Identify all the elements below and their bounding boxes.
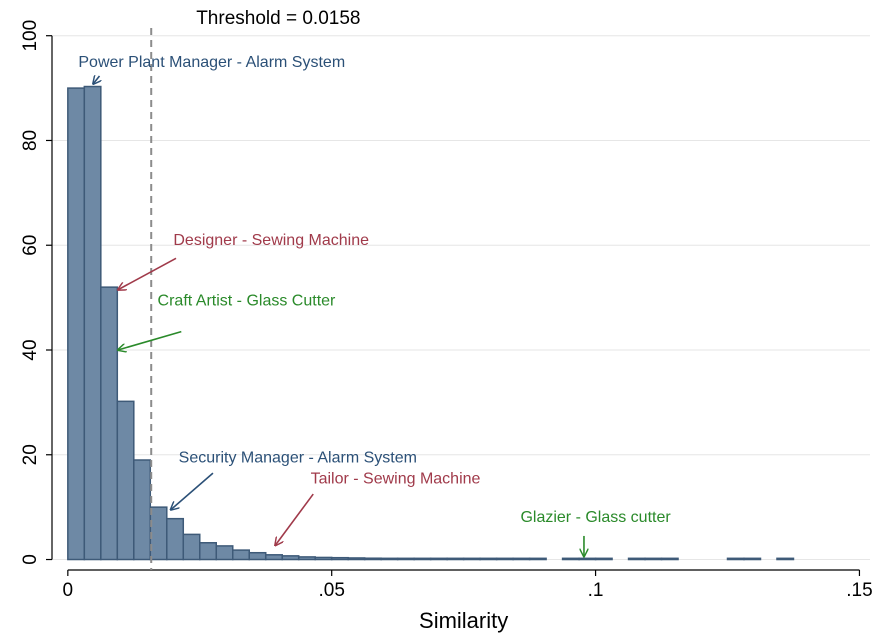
histogram-bar — [100, 286, 119, 561]
histogram-bar — [314, 556, 333, 561]
histogram-bar — [578, 557, 597, 561]
histogram-bar — [413, 557, 432, 561]
histogram-bar — [347, 557, 366, 561]
histogram-bar — [776, 557, 795, 561]
x-tick-label: .15 — [846, 580, 872, 601]
histogram-bar — [561, 557, 580, 561]
histogram-bar — [363, 557, 382, 561]
annotation-arrow — [275, 493, 314, 545]
annotation-label: Power Plant Manager - Alarm System — [78, 54, 345, 71]
histogram-bar — [528, 557, 547, 561]
y-tick-label: 60 — [20, 235, 41, 256]
annotation-label: Glazier - Glass cutter — [520, 509, 671, 526]
axes — [51, 35, 860, 571]
histogram-bar — [83, 85, 102, 561]
histogram-bar — [743, 557, 762, 561]
histogram-bar — [627, 557, 646, 561]
histogram-bar — [462, 557, 481, 561]
histogram-bar — [330, 556, 349, 561]
x-tick-label: .1 — [588, 580, 604, 601]
annotation-label: Craft Artist - Glass Cutter — [158, 292, 336, 309]
histogram-bar — [726, 557, 745, 561]
histogram-bar — [199, 542, 218, 561]
histogram-bar — [644, 557, 663, 561]
histogram-bar — [396, 557, 415, 561]
annotation-arrow — [93, 76, 99, 84]
annotation-label: Security Manager - Alarm System — [179, 450, 417, 467]
histogram-bar — [116, 400, 135, 561]
histogram-bar — [495, 557, 514, 561]
histogram-bar — [133, 459, 152, 561]
histogram-bar — [264, 554, 283, 561]
y-tick-label: 80 — [20, 130, 41, 151]
histogram-bar — [67, 87, 86, 561]
annotations: Power Plant Manager - Alarm System Design… — [78, 54, 671, 556]
annotation-arrow — [118, 330, 182, 350]
x-axis-title: Similarity — [419, 608, 508, 633]
y-tick-label: 40 — [20, 339, 41, 360]
x-tick-label: .05 — [318, 580, 344, 601]
histogram-bar — [215, 545, 234, 561]
histogram-bar — [232, 549, 250, 561]
histogram-bar — [248, 551, 267, 561]
histogram-bar — [149, 506, 168, 561]
axis-ticks: 0 20 40 60 80 100 0 .05 .1 .15 — [20, 20, 873, 601]
annotation-arrow — [118, 257, 177, 289]
histogram-bar — [512, 557, 531, 561]
y-tick-label: 0 — [20, 554, 41, 565]
histogram-bar — [380, 557, 399, 561]
y-tick-label: 100 — [20, 20, 41, 52]
histogram-bar — [281, 555, 300, 561]
histogram-bar — [182, 533, 201, 561]
histogram-bar — [297, 556, 316, 561]
annotation-label: Designer - Sewing Machine — [173, 232, 369, 249]
histogram-bar — [479, 557, 498, 561]
threshold-label: Threshold = 0.0158 — [196, 8, 360, 29]
y-tick-label: 20 — [20, 444, 41, 465]
histogram-bar — [166, 517, 185, 561]
annotation-arrow — [171, 472, 214, 510]
x-tick-label: 0 — [63, 580, 74, 601]
annotation-label: Tailor - Sewing Machine — [311, 471, 481, 488]
histogram-bar — [660, 557, 679, 561]
histogram-bar — [594, 557, 613, 561]
histogram-bar — [429, 557, 448, 561]
histogram-bar — [446, 557, 465, 561]
histogram-bars — [67, 85, 795, 561]
